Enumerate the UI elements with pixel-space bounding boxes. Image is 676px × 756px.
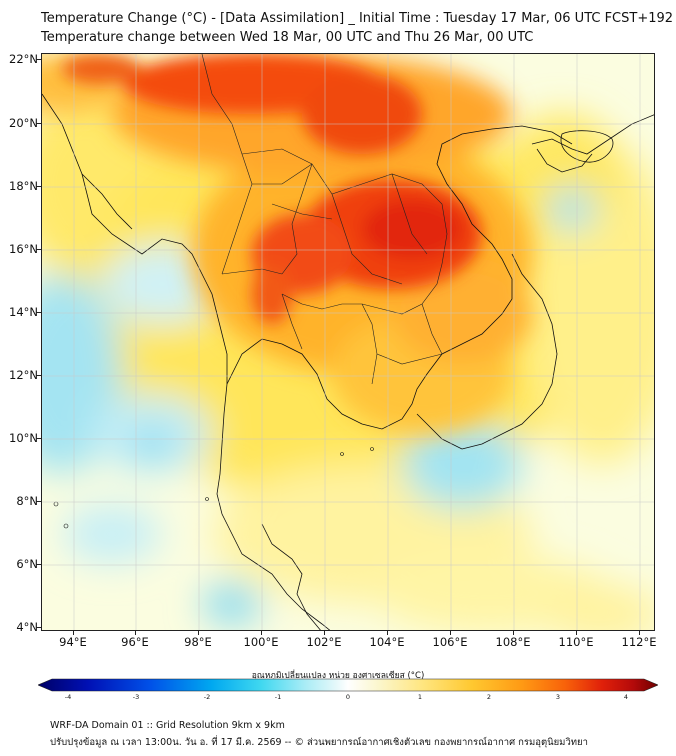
lat-label: 10°N xyxy=(9,431,38,445)
temperature-change-field xyxy=(42,54,654,630)
lat-label: 16°N xyxy=(9,242,38,256)
map-subtitle: Temperature change between Wed 18 Mar, 0… xyxy=(41,30,534,45)
graticule xyxy=(42,54,654,630)
lon-label: 96°E xyxy=(121,635,149,649)
colorbar-title: อุณหภูมิเปลี่ยนแปลง หน่วย องศาเซลเซียส (… xyxy=(251,671,425,681)
colorbar-tick-label: 3 xyxy=(555,693,561,701)
colorbar-tick-label: -4 xyxy=(64,693,72,701)
footer-credit: ปรับปรุงข้อมูล ณ เวลา 13:00น. วัน อ. ที่… xyxy=(50,737,588,748)
lon-label: 112°E xyxy=(621,635,657,649)
lat-label: 12°N xyxy=(9,368,38,382)
lat-label: 20°N xyxy=(9,116,38,130)
coastlines xyxy=(42,93,654,630)
lat-label: 18°N xyxy=(9,179,38,193)
lat-label: 6°N xyxy=(16,557,38,571)
colorbar-tick-label: -2 xyxy=(203,693,211,701)
lon-label: 104°E xyxy=(369,635,405,649)
map-title: Temperature Change (°C) - [Data Assimila… xyxy=(41,11,674,26)
colorbar-tick-label: -3 xyxy=(132,693,140,701)
lon-label: 110°E xyxy=(558,635,594,649)
colorbar-tick-label: 4 xyxy=(623,693,629,701)
lat-label: 22°N xyxy=(9,52,38,66)
colorbar-tick-label: 2 xyxy=(486,693,492,701)
borders xyxy=(201,54,448,385)
lon-label: 102°E xyxy=(306,635,342,649)
lon-label: 106°E xyxy=(432,635,468,649)
lon-label: 94°E xyxy=(59,635,87,649)
lon-label: 98°E xyxy=(184,635,212,649)
colorbar-tick-label: 1 xyxy=(417,693,423,701)
lon-label: 100°E xyxy=(243,635,279,649)
lon-label: 108°E xyxy=(495,635,531,649)
colorbar xyxy=(38,678,658,692)
footer-model-info: WRF-DA Domain 01 :: Grid Resolution 9km … xyxy=(50,720,285,731)
lat-label: 4°N xyxy=(16,620,38,634)
colorbar-tick-label: -1 xyxy=(274,693,282,701)
colorbar-tick-label: 0 xyxy=(345,693,351,701)
map-panel xyxy=(41,53,655,631)
lat-label: 8°N xyxy=(16,494,38,508)
lat-label: 14°N xyxy=(9,305,38,319)
